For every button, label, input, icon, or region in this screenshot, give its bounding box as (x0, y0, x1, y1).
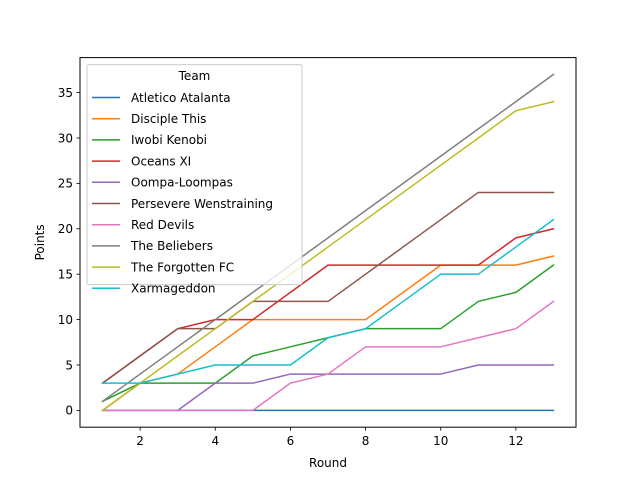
series-line-the-forgotten-fc (101, 100, 555, 412)
legend-label-atletico-atalanta: Atletico Atalanta (131, 91, 231, 105)
legend-label-iwobi-kenobi: Iwobi Kenobi (131, 133, 207, 147)
y-tick-label: 0 (65, 404, 73, 418)
series-line-xarmageddon (101, 218, 555, 384)
legend-title: Team (178, 69, 211, 83)
x-tick-label: 8 (362, 434, 370, 448)
x-tick-label: 6 (287, 434, 295, 448)
legend-entries: Atletico Atalanta Disciple This Iwobi Keno… (92, 91, 273, 296)
y-axis-label: Points (33, 224, 47, 260)
legend-label-the-forgotten-fc: The Forgotten FC (130, 260, 234, 274)
x-tick-label: 4 (211, 434, 219, 448)
plot-frame (79, 57, 577, 428)
legend-label-persevere-wenstraining: Persevere Wenstraining (131, 197, 273, 211)
x-axis: 2 4 6 8 10 12 (136, 427, 524, 448)
y-tick-label: 10 (58, 313, 73, 327)
series-line-the-beliebers (101, 73, 555, 403)
y-tick-label: 15 (58, 267, 73, 281)
legend-label-xarmageddon: Xarmageddon (131, 282, 216, 296)
legend: Team Atletico Atalanta Disciple This Iwobi… (86, 64, 303, 296)
y-tick-label: 20 (58, 222, 73, 236)
y-axis: 0 5 10 15 20 25 30 35 (58, 86, 80, 418)
y-tick-label: 25 (58, 177, 73, 191)
x-tick-label: 10 (433, 434, 448, 448)
legend-label-disciple-this: Disciple This (131, 112, 206, 126)
legend-label-red-devils: Red Devils (131, 218, 194, 232)
y-tick-label: 35 (58, 86, 73, 100)
series-line-persevere-wenstraining (101, 191, 555, 385)
x-tick-label: 12 (508, 434, 523, 448)
x-tick-label: 2 (136, 434, 144, 448)
x-axis-label: Round (309, 456, 347, 470)
y-tick-label: 30 (58, 131, 73, 145)
legend-label-oceans-xi: Oceans XI (131, 154, 191, 168)
legend-label-oompa-loompas: Oompa-Loompas (131, 176, 233, 190)
y-tick-label: 5 (65, 358, 73, 372)
series-layer (101, 73, 555, 412)
legend-frame (86, 64, 303, 286)
legend-label-the-beliebers: The Beliebers (130, 239, 213, 253)
series-line-red-devils (101, 300, 555, 412)
